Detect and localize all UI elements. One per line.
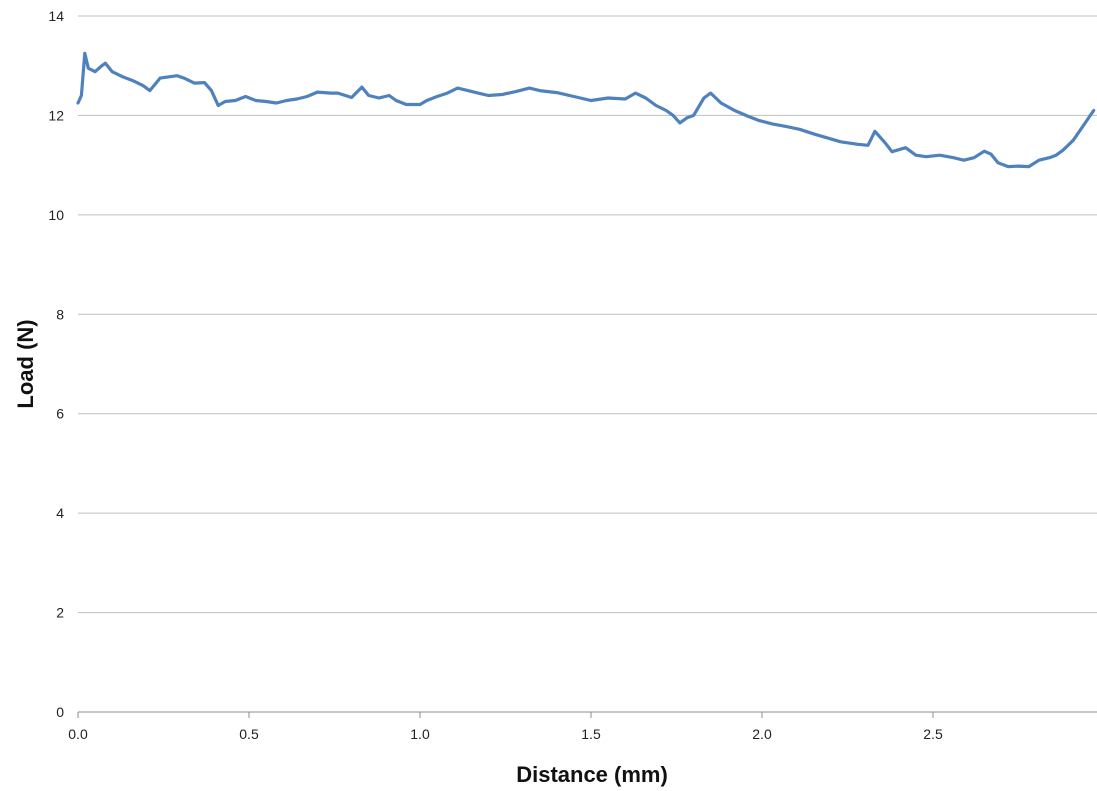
y-axis-title: Load (N) (13, 319, 38, 408)
y-tick-label: 2 (56, 605, 64, 621)
y-tick-label: 6 (56, 406, 64, 422)
x-tick-label: 0.5 (239, 726, 259, 742)
x-tick-labels: 0.0 0.5 1.0 1.5 2.0 2.5 (68, 712, 943, 742)
y-tick-label: 8 (56, 306, 64, 322)
x-tick-label: 2.0 (752, 726, 772, 742)
load-series-line (76, 51, 1096, 169)
y-tick-labels: 0 2 4 6 8 10 12 14 (48, 8, 64, 720)
y-tick-label: 10 (48, 207, 64, 223)
x-tick-label: 1.5 (581, 726, 601, 742)
y-tick-label: 0 (56, 704, 64, 720)
y-tick-label: 14 (48, 8, 64, 24)
x-tick-label: 1.0 (410, 726, 430, 742)
y-tick-label: 12 (48, 107, 64, 123)
y-tick-label: 4 (56, 505, 64, 521)
x-axis-title: Distance (mm) (516, 762, 668, 787)
x-tick-label: 0.0 (68, 726, 88, 742)
x-tick-label: 2.5 (923, 726, 943, 742)
gridlines (78, 15, 1097, 614)
